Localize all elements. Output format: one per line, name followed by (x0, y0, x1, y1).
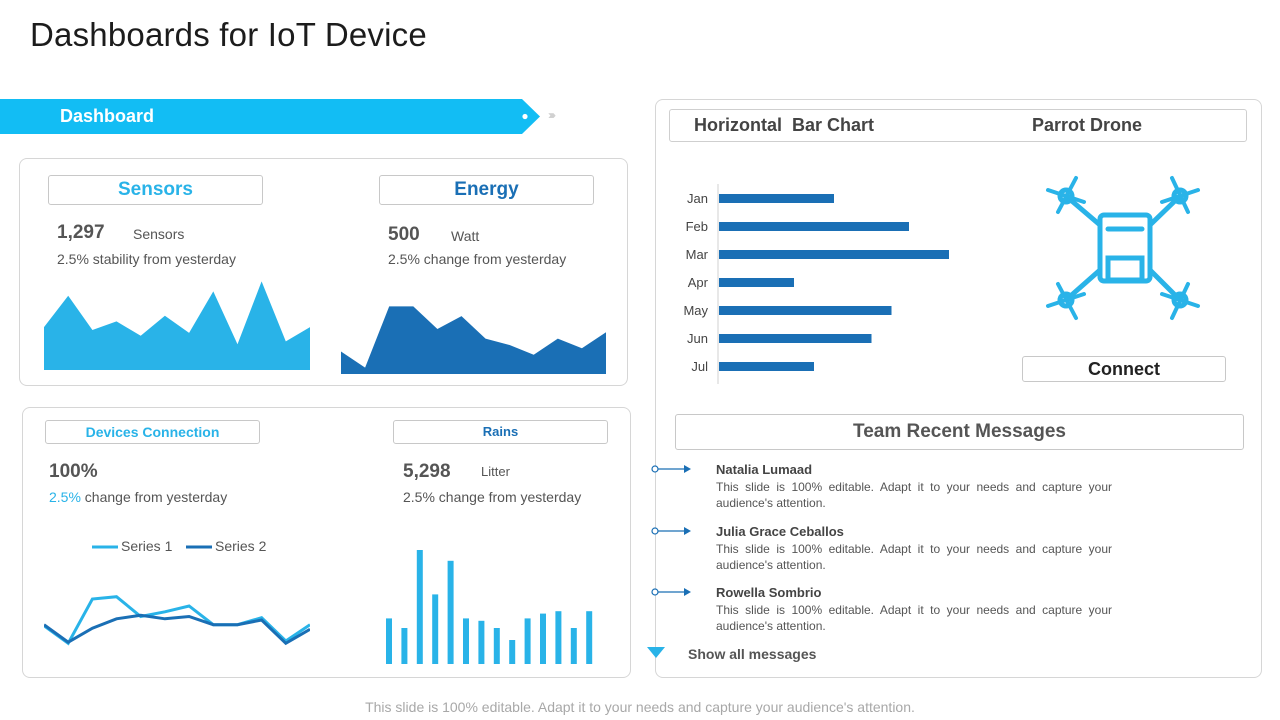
sensors-subtext: 2.5% stability from yesterday (57, 251, 236, 267)
sensors-value: 1,297 (57, 222, 105, 243)
sensors-label: Sensors (48, 175, 263, 205)
message-author: Rowella Sombrio (716, 585, 822, 600)
drone-icon (1046, 176, 1200, 320)
message-author: Julia Grace Ceballos (716, 524, 844, 539)
bar-chart-title: Horizontal Bar Chart (694, 115, 875, 135)
rains-subtext: 2.5% change from yesterday (403, 489, 582, 505)
hbar-bar (719, 194, 834, 203)
chevrons-icon: ››››› (548, 108, 556, 122)
hbar-tick-label: Jul (691, 359, 708, 374)
hbar-tick-label: Apr (688, 275, 709, 290)
rain-bar (586, 611, 593, 664)
hbar-tick-label: Jan (687, 191, 708, 206)
legend-series-2: Series 2 (215, 538, 267, 554)
line-series-2 (44, 613, 310, 646)
hbar-tick-label: Jun (687, 331, 708, 346)
hbar-bar (719, 278, 794, 287)
energy-label: Energy (379, 175, 594, 205)
rain-bar (401, 628, 408, 664)
rain-bar (463, 618, 469, 664)
ribbon-dot-icon (522, 113, 528, 120)
drone-title: Parrot Drone (1032, 115, 1143, 135)
sensors-unit: Sensors (133, 226, 185, 242)
message-arrow-icon (651, 465, 691, 473)
sensors-area-chart (44, 281, 310, 370)
hbar-bar (719, 306, 892, 315)
rain-bar (509, 640, 516, 664)
energy-unit: Watt (451, 228, 480, 244)
rains-value: 5,298 (403, 461, 451, 482)
energy-subtext: 2.5% change from yesterday (388, 251, 567, 267)
message-arrow-icon (651, 588, 691, 596)
rain-bar (416, 550, 423, 664)
show-all-messages-link[interactable]: Show all messages (688, 646, 817, 662)
message-text: This slide is 100% editable. Adapt it to… (716, 603, 1112, 633)
rain-bar (478, 620, 485, 664)
rains-label: Rains (393, 420, 608, 444)
rain-bar (493, 628, 500, 664)
energy-value: 500 (388, 224, 420, 245)
hbar-bar (719, 222, 909, 231)
rain-bar (555, 611, 562, 664)
page-title: Dashboards for IoT Device (30, 16, 427, 53)
hbar-tick-label: Mar (686, 247, 709, 262)
dashboard-ribbon (0, 99, 540, 134)
message-text: This slide is 100% editable. Adapt it to… (716, 542, 1112, 572)
rain-bar (447, 560, 454, 664)
rains-unit: Litter (481, 464, 510, 479)
line-series-1 (44, 595, 310, 646)
hbar-bar (719, 250, 949, 259)
rain-bar (524, 618, 531, 664)
hbar-tick-label: May (683, 303, 708, 318)
rain-bar (570, 628, 577, 664)
message-arrow-icon (651, 527, 691, 535)
message-text: This slide is 100% editable. Adapt it to… (716, 480, 1112, 510)
message-author: Natalia Lumaad (716, 462, 813, 477)
devices-subtext: 2.5% change from yesterday (49, 489, 227, 505)
devices-subtext-rest: change from yesterday (80, 489, 228, 505)
hbar-bar (719, 362, 814, 371)
devices-connection-label: Devices Connection (45, 420, 260, 444)
energy-area-chart (341, 306, 606, 374)
team-messages-header: Team Recent Messages (675, 414, 1244, 450)
rains-bar-chart (386, 550, 593, 664)
ribbon-label: Dashboard (60, 106, 155, 126)
area-series (44, 281, 310, 370)
show-all-triangle-icon (647, 647, 665, 658)
legend-series-1: Series 1 (121, 538, 173, 554)
rain-bar (540, 613, 546, 664)
area-series (341, 306, 606, 374)
devices-value: 100% (49, 461, 98, 482)
hbar-bar (719, 334, 872, 343)
devices-subtext-pct: 2.5% (49, 489, 81, 505)
rain-bar (386, 618, 392, 664)
hbar-tick-label: Feb (686, 219, 708, 234)
devices-line-chart (44, 595, 310, 646)
chart-header-box (669, 109, 1247, 142)
footer-note: This slide is 100% editable. Adapt it to… (365, 699, 915, 715)
rain-bar (432, 594, 439, 664)
line-legend (92, 545, 212, 549)
horizontal-bar-chart: Jan Feb Mar Apr May Jun Jul (683, 184, 949, 384)
connect-button[interactable]: Connect (1022, 356, 1226, 382)
